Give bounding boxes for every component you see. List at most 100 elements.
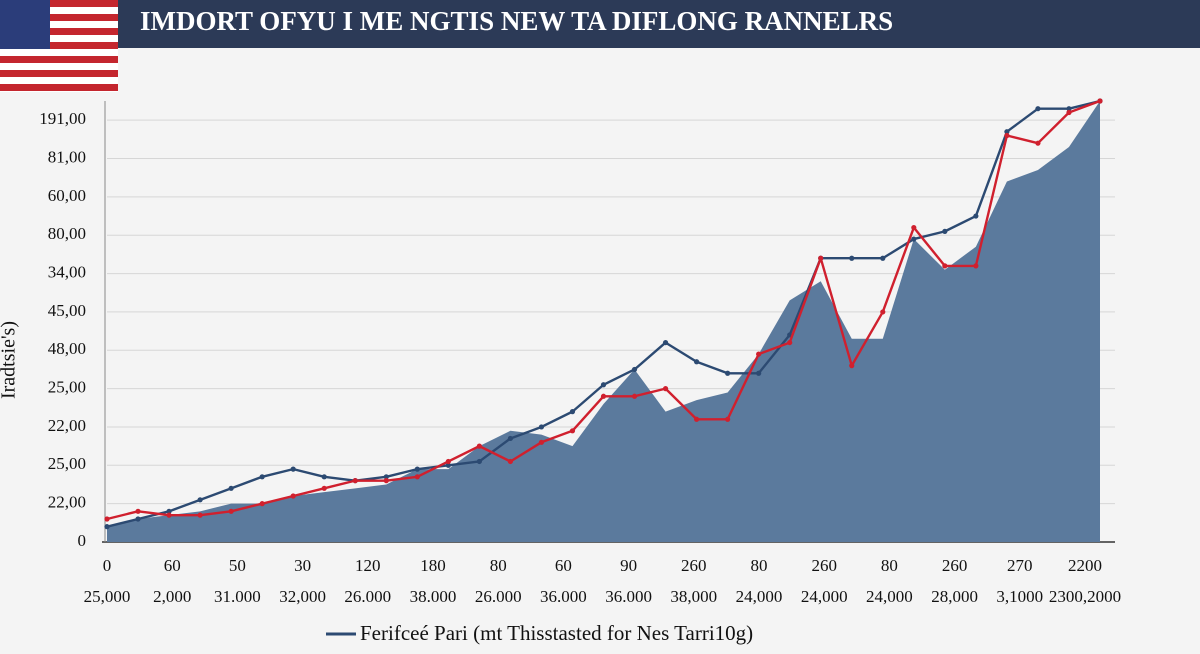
point	[197, 512, 203, 518]
point	[911, 224, 917, 231]
y-tick-label: 25,00	[48, 378, 86, 397]
x-tick-label: 80	[881, 556, 898, 575]
point	[1035, 140, 1041, 146]
x-tick-label: 260	[811, 556, 837, 575]
chart-title: IMDORT OFYU I ME NGTIS NEW TA DIFLONG RA…	[140, 6, 893, 36]
point	[290, 493, 296, 499]
x-tick-label: 260	[681, 556, 707, 575]
point	[321, 474, 327, 480]
point	[383, 478, 389, 484]
point	[973, 213, 979, 219]
point	[600, 382, 607, 388]
x-tick-label-secondary: 28,000	[931, 587, 978, 606]
point	[756, 370, 762, 376]
point	[911, 236, 917, 242]
point	[662, 339, 669, 346]
legend-label: Ferifceé Pari (mt Thisstasted for Nes Ta…	[360, 621, 753, 645]
y-tick-label: 60,00	[48, 186, 86, 205]
point	[197, 497, 203, 503]
point	[414, 466, 420, 472]
point	[414, 474, 420, 480]
x-tick-label: 270	[1007, 556, 1033, 575]
area	[107, 101, 1100, 542]
y-tick-label: 0	[78, 531, 87, 550]
point	[849, 255, 855, 261]
y-tick-label: 22,00	[48, 493, 86, 512]
point	[756, 351, 762, 357]
point	[321, 485, 327, 491]
point	[693, 359, 700, 365]
y-tick-label: 22,00	[48, 416, 86, 435]
point	[352, 478, 358, 484]
point	[880, 309, 886, 315]
x-tick-label-secondary: 2,000	[153, 587, 191, 606]
y-tick-label: 45,00	[48, 301, 86, 320]
point	[725, 416, 731, 422]
x-tick-label-secondary: 36.000	[540, 587, 587, 606]
x-tick-label: 90	[620, 556, 637, 575]
x-tick-label-secondary: 32,000	[279, 587, 326, 606]
point	[166, 512, 172, 518]
point	[476, 458, 482, 465]
flag	[0, 0, 118, 92]
x-tick-label: 30	[294, 556, 311, 575]
x-tick-label: 0	[103, 556, 112, 575]
point	[569, 428, 576, 434]
x-tick-label-secondary: 3,1000	[996, 587, 1043, 606]
y-axis-label: Iradtsie's)	[0, 321, 20, 399]
x-tick-label-secondary: 2300,2000	[1049, 587, 1121, 606]
x-tick-label: 50	[229, 556, 246, 575]
point	[135, 516, 141, 522]
point	[1097, 98, 1103, 104]
x-tick-label: 260	[942, 556, 968, 575]
point	[942, 228, 948, 234]
point	[538, 439, 545, 445]
point	[725, 370, 731, 376]
point	[631, 366, 638, 373]
x-tick-label-secondary: 24,000	[801, 587, 848, 606]
point	[166, 508, 172, 514]
point	[104, 524, 110, 530]
point	[942, 263, 948, 269]
title-bar	[118, 0, 1200, 48]
point	[600, 393, 607, 399]
y-tick-label: 191,00	[39, 109, 86, 128]
point	[290, 466, 296, 472]
x-tick-label-secondary: 38.000	[410, 587, 457, 606]
y-tick-label: 25,00	[48, 454, 86, 473]
point	[631, 393, 638, 399]
point	[104, 516, 110, 522]
x-tick-label: 2200	[1068, 556, 1102, 575]
x-tick-label: 120	[355, 556, 381, 575]
point	[693, 416, 700, 422]
point	[259, 501, 265, 507]
point	[383, 474, 389, 480]
point	[1066, 106, 1072, 112]
y-tick-label: 81,00	[48, 147, 86, 166]
point	[1004, 129, 1010, 135]
point	[445, 458, 451, 465]
point	[507, 458, 514, 465]
point	[973, 263, 979, 269]
point	[135, 508, 141, 514]
y-tick-label: 80,00	[48, 224, 86, 243]
point	[849, 363, 855, 369]
y-tick-label: 48,00	[48, 339, 86, 358]
x-tick-label-secondary: 24,000	[736, 587, 783, 606]
x-tick-label: 80	[490, 556, 507, 575]
point	[259, 474, 265, 480]
x-tick-label-secondary: 26.000	[475, 587, 522, 606]
point	[445, 462, 451, 468]
x-tick-label-secondary: 38,000	[670, 587, 717, 606]
point	[818, 255, 824, 261]
x-tick-label: 180	[420, 556, 446, 575]
point	[787, 339, 793, 346]
point	[538, 424, 545, 430]
point	[1035, 106, 1041, 112]
y-tick-label: 34,00	[48, 262, 86, 281]
point	[880, 255, 886, 261]
x-tick-label-secondary: 24,000	[866, 587, 913, 606]
point	[507, 435, 514, 442]
x-tick-label-secondary: 36.000	[605, 587, 652, 606]
x-tick-label: 80	[751, 556, 768, 575]
